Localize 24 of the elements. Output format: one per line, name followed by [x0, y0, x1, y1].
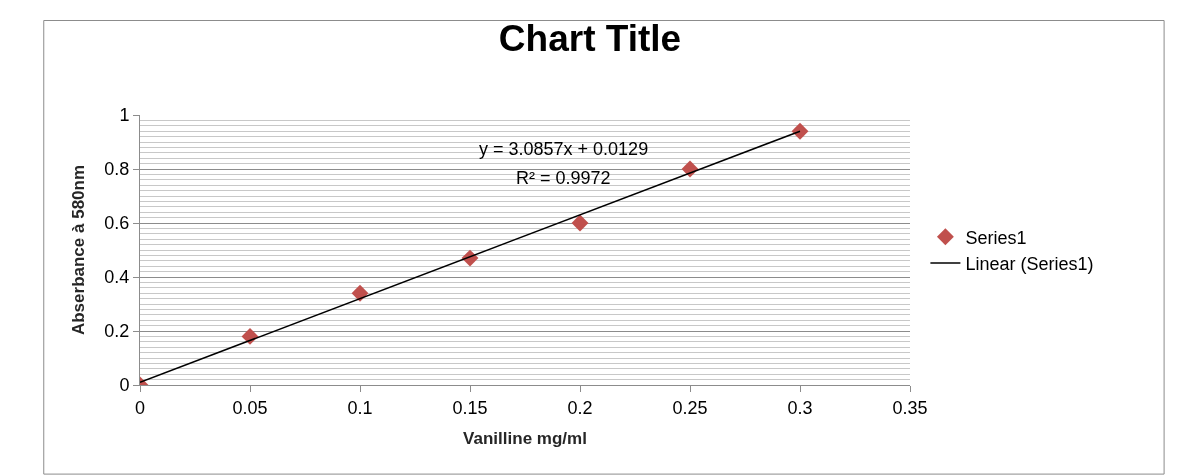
point — [351, 284, 369, 302]
y-tick-label: 0.4 — [104, 267, 130, 288]
x-axis-title: Vanilline mg/ml — [463, 429, 587, 448]
y-axis-title: Abserbance à 580nm — [68, 164, 88, 336]
annotation: R² = 0.9972 — [516, 168, 611, 188]
x-tick-label: 0 — [134, 397, 146, 418]
x-tick-label: 0.05 — [232, 397, 268, 418]
legend-label: Linear (Series1) — [965, 254, 1094, 275]
point — [791, 122, 809, 140]
y-tick-label: 0 — [119, 375, 130, 396]
y-tick-label: 1 — [119, 105, 130, 126]
y-tick-label: 0.2 — [104, 321, 130, 342]
x-tick-label: 0.25 — [672, 397, 708, 418]
x-tick-label: 0.35 — [892, 397, 928, 418]
x-tick-label: 0.3 — [787, 397, 813, 418]
annotation: y = 3.0857x + 0.0129 — [479, 139, 649, 159]
y-tick-label: 0.6 — [104, 213, 130, 234]
point — [571, 214, 589, 232]
y-tick-label: 0.8 — [104, 159, 130, 180]
x-tick-label: 0.15 — [452, 397, 488, 418]
legend-label: Series1 — [965, 227, 1027, 248]
x-tick-label: 0.2 — [567, 397, 593, 418]
chart-title: Chart Title — [498, 17, 682, 59]
x-tick-label: 0.1 — [347, 397, 373, 418]
